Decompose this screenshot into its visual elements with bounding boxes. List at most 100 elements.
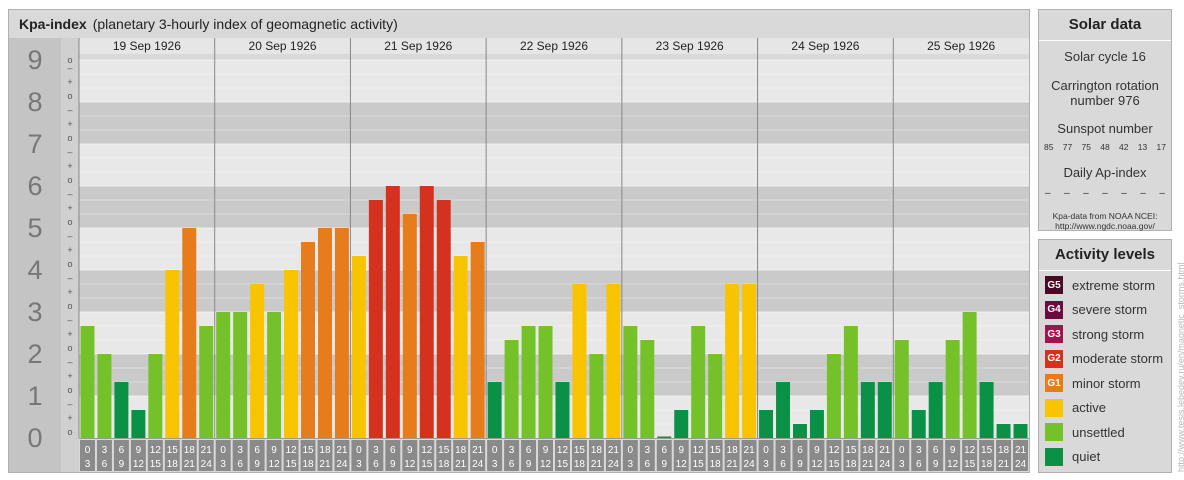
- band-row: [79, 144, 1029, 186]
- interval-cell: [249, 440, 265, 471]
- kp-bar: [928, 382, 943, 438]
- activity-level-item: G1 minor storm: [1045, 372, 1141, 394]
- interval-end-label: 24: [336, 459, 348, 470]
- kp-source: Kpa-data from NOAA NCEI: http://www.ngdc…: [1039, 211, 1171, 231]
- kp-bar: [148, 354, 163, 438]
- minor-tick-label: +: [67, 413, 72, 423]
- interval-cell: [453, 440, 469, 471]
- interval-start-label: 18: [998, 445, 1010, 456]
- interval-start-label: 0: [899, 445, 905, 456]
- minor-tick-label: o: [67, 55, 72, 65]
- interval-start-label: 15: [167, 445, 179, 456]
- kp-bar: [623, 325, 638, 438]
- interval-start-label: 6: [119, 445, 125, 456]
- kpa-chart-panel: Kpa-index (planetary 3-hourly index of ge…: [8, 9, 1030, 473]
- kp-bar: [318, 228, 332, 438]
- level-label: minor storm: [1072, 375, 1141, 391]
- interval-end-label: 3: [763, 459, 769, 470]
- interval-start-label: 12: [964, 445, 976, 456]
- interval-cell: [504, 440, 520, 471]
- interval-start-label: 18: [727, 445, 739, 456]
- minor-tick-label: –: [67, 399, 72, 409]
- sunspot-value: 17: [1156, 142, 1166, 152]
- interval-cell: [334, 440, 350, 471]
- interval-cell: [113, 440, 129, 471]
- ap-values: – – – – – – –: [1039, 188, 1171, 199]
- interval-start-label: 0: [492, 445, 498, 456]
- interval-end-label: 9: [526, 459, 532, 470]
- interval-cell: [588, 440, 604, 471]
- minor-tick-label: +: [67, 203, 72, 213]
- kp-bar: [182, 228, 197, 438]
- interval-cell: [860, 440, 876, 471]
- interval-cell: [266, 440, 282, 471]
- interval-cell: [894, 440, 910, 471]
- interval-start-label: 3: [780, 445, 786, 456]
- activity-level-item: quiet: [1045, 446, 1100, 468]
- interval-end-label: 6: [237, 459, 243, 470]
- ap-title: Daily Ap-index: [1063, 165, 1147, 180]
- interval-end-label: 24: [1015, 459, 1027, 470]
- kp-bar: [453, 256, 468, 438]
- interval-start-label: 15: [574, 445, 586, 456]
- interval-end-label: 9: [390, 459, 396, 470]
- level-label: unsettled: [1072, 424, 1125, 440]
- interval-cell: [283, 440, 299, 471]
- level-label: active: [1072, 400, 1106, 415]
- level-swatch: G5: [1045, 276, 1063, 294]
- kp-bar: [725, 283, 740, 438]
- minor-tick-label: o: [67, 175, 72, 185]
- interval-end-label: 6: [102, 459, 108, 470]
- interval-start-label: 18: [862, 445, 874, 456]
- band-row: [79, 228, 1029, 270]
- interval-cell: [911, 440, 927, 471]
- interval-cell: [232, 440, 248, 471]
- minor-tick-label: +: [67, 161, 72, 171]
- interval-end-label: 15: [285, 459, 297, 470]
- interval-start-label: 21: [1015, 445, 1027, 456]
- kp-bar: [131, 409, 146, 438]
- interval-cell: [792, 440, 808, 471]
- interval-end-label: 9: [797, 459, 803, 470]
- interval-cell: [402, 440, 418, 471]
- interval-cell: [673, 440, 689, 471]
- interval-cell: [826, 440, 842, 471]
- interval-start-label: 21: [879, 445, 891, 456]
- y-tick-label: 5: [27, 213, 42, 243]
- interval-cell: [996, 440, 1012, 471]
- interval-cell: [385, 440, 401, 471]
- interval-end-label: 18: [845, 459, 857, 470]
- interval-end-label: 24: [879, 459, 891, 470]
- interval-end-label: 18: [574, 459, 586, 470]
- activity-levels-panel: Activity levels G5 extreme storm G4 severe …: [1038, 239, 1172, 473]
- interval-cell: [656, 440, 672, 471]
- y-tick-label: 6: [27, 171, 42, 201]
- kp-bar: [843, 325, 858, 438]
- interval-cell: [521, 440, 537, 471]
- interval-start-label: 15: [981, 445, 993, 456]
- interval-start-label: 12: [828, 445, 840, 456]
- sunspot-value: 48: [1100, 142, 1110, 152]
- minor-tick-label: o: [67, 91, 72, 101]
- level-label: severe storm: [1072, 302, 1148, 317]
- kp-bar: [776, 382, 790, 438]
- interval-cell: [639, 440, 655, 471]
- interval-end-label: 3: [220, 459, 226, 470]
- interval-start-label: 3: [916, 445, 922, 456]
- kp-bar: [301, 241, 315, 438]
- minor-tick-label: o: [67, 217, 72, 227]
- interval-start-label: 15: [302, 445, 314, 456]
- interval-start-label: 21: [336, 445, 348, 456]
- interval-end-label: 18: [302, 459, 314, 470]
- sunspot-value: 42: [1119, 142, 1129, 152]
- minor-tick-label: –: [67, 63, 72, 73]
- interval-start-label: 6: [254, 445, 260, 456]
- chart-subtitle: (planetary 3-hourly index of geomagnetic…: [92, 16, 398, 32]
- interval-start-label: 6: [797, 445, 803, 456]
- kp-bar: [233, 312, 248, 438]
- kp-bar: [250, 283, 265, 438]
- day-label: 22 Sep 1926: [520, 39, 588, 53]
- kp-source-link[interactable]: http://www.ngdc.noaa.gov/: [1055, 221, 1155, 231]
- band-row: [79, 102, 1029, 144]
- interval-end-label: 12: [947, 459, 959, 470]
